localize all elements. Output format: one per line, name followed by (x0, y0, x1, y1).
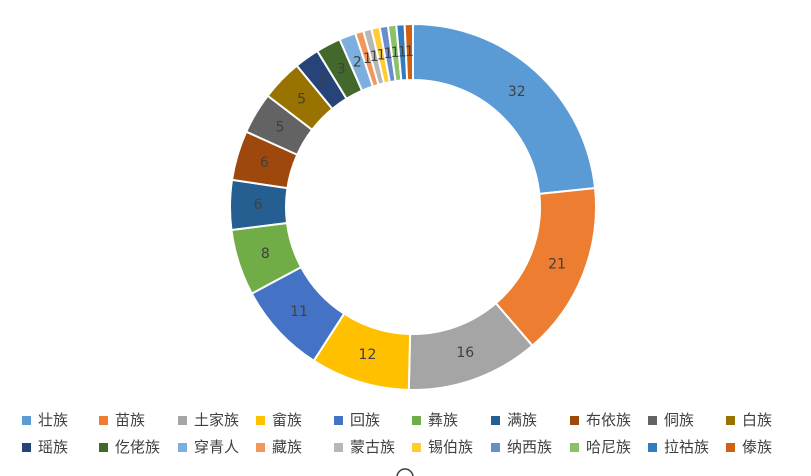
legend-label: 拉祜族 (664, 438, 710, 456)
legend-item-16: 锡伯族 (412, 437, 473, 457)
legend-item-6: 彝族 (412, 410, 458, 430)
data-label-5: 11 (290, 304, 308, 320)
legend-item-3: 土家族 (178, 410, 239, 430)
legend-label: 满族 (507, 411, 538, 429)
legend-item-7: 满族 (491, 410, 537, 430)
legend-item-8: 布依族 (570, 410, 631, 430)
legend-swatch (570, 415, 579, 425)
legend-label: 藏族 (272, 438, 303, 456)
legend-swatch (256, 415, 265, 425)
legend-label: 纳西族 (507, 438, 553, 456)
legend-label: 侗族 (664, 411, 695, 429)
legend-label: 布依族 (586, 411, 632, 429)
data-label-19: 1 (398, 44, 407, 60)
data-label-8: 6 (260, 155, 269, 171)
legend-label: 傣族 (742, 438, 773, 456)
legend-swatch (726, 415, 735, 425)
legend-item-4: 畲族 (256, 410, 302, 430)
data-label-1: 32 (508, 84, 526, 100)
legend-item-1: 壮族 (22, 410, 68, 430)
legend-label: 哈尼族 (586, 438, 632, 456)
legend-label: 畲族 (272, 411, 303, 429)
legend-swatch (22, 442, 31, 452)
legend-swatch (570, 442, 579, 452)
legend-swatch (491, 442, 500, 452)
legend-label: 壮族 (38, 411, 69, 429)
legend-swatch (412, 415, 421, 425)
legend-label: 仡佬族 (115, 438, 161, 456)
donut-slice-1 (412, 22, 597, 196)
legend-swatch (99, 415, 108, 425)
legend-item-15: 蒙古族 (334, 437, 395, 457)
data-label-14: 1 (363, 51, 372, 67)
legend-item-13: 穿青人 (178, 437, 239, 457)
legend-item-10: 白族 (726, 410, 772, 430)
legend-item-17: 纳西族 (491, 437, 552, 457)
legend-swatch (99, 442, 108, 452)
legend-item-5: 回族 (334, 410, 380, 430)
legend-label: 土家族 (194, 411, 240, 429)
legend-label: 回族 (350, 411, 381, 429)
legend-item-18: 哈尼族 (570, 437, 631, 457)
legend-item-20: 傣族 (726, 437, 772, 457)
legend-item-11: 瑶族 (22, 437, 68, 457)
legend-swatch (256, 442, 265, 452)
legend-swatch (334, 415, 343, 425)
data-label-2: 21 (548, 256, 566, 272)
data-label-18: 1 (391, 45, 400, 61)
data-label-10: 5 (297, 91, 306, 107)
legend-swatch (491, 415, 500, 425)
legend-swatch (178, 415, 187, 425)
legend-swatch (178, 442, 187, 452)
data-label-16: 1 (377, 47, 386, 63)
legend-swatch (334, 442, 343, 452)
data-label-20: 1 (405, 44, 414, 60)
legend-swatch (726, 442, 735, 452)
data-label-15: 1 (370, 49, 379, 65)
legend-label: 瑶族 (38, 438, 69, 456)
data-label-17: 1 (384, 46, 393, 62)
data-label-11: 3 (319, 73, 328, 89)
legend-swatch (648, 442, 657, 452)
chart-slices (229, 22, 597, 391)
chart-bottom-handle[interactable] (396, 468, 414, 476)
legend-item-12: 仡佬族 (99, 437, 160, 457)
data-label-9: 5 (276, 119, 285, 135)
legend-row: 壮族 苗族 土家族 畲族 回族 彝族 满族 布依族 侗族 白族 (0, 410, 811, 434)
legend-row: 瑶族 仡佬族 穿青人 藏族 蒙古族 锡伯族 纳西族 哈尼族 拉祜族 傣族 (0, 437, 811, 461)
legend-item-19: 拉祜族 (648, 437, 709, 457)
legend-item-14: 藏族 (256, 437, 302, 457)
legend-swatch (648, 415, 657, 425)
legend-label: 蒙古族 (350, 438, 396, 456)
legend-item-2: 苗族 (99, 410, 145, 430)
legend-item-9: 侗族 (648, 410, 694, 430)
legend-label: 彝族 (428, 411, 459, 429)
data-label-4: 12 (359, 347, 377, 363)
legend-label: 白族 (742, 411, 773, 429)
legend-swatch (412, 442, 421, 452)
legend-label: 锡伯族 (428, 438, 474, 456)
data-label-13: 2 (353, 54, 362, 70)
data-label-7: 6 (254, 197, 263, 213)
legend-label: 穿青人 (194, 438, 240, 456)
donut-slice-20 (403, 22, 414, 82)
data-label-6: 8 (261, 246, 270, 262)
legend-label: 苗族 (115, 411, 146, 429)
data-label-3: 16 (456, 345, 474, 361)
legend-swatch (22, 415, 31, 425)
data-label-12: 3 (337, 62, 346, 78)
